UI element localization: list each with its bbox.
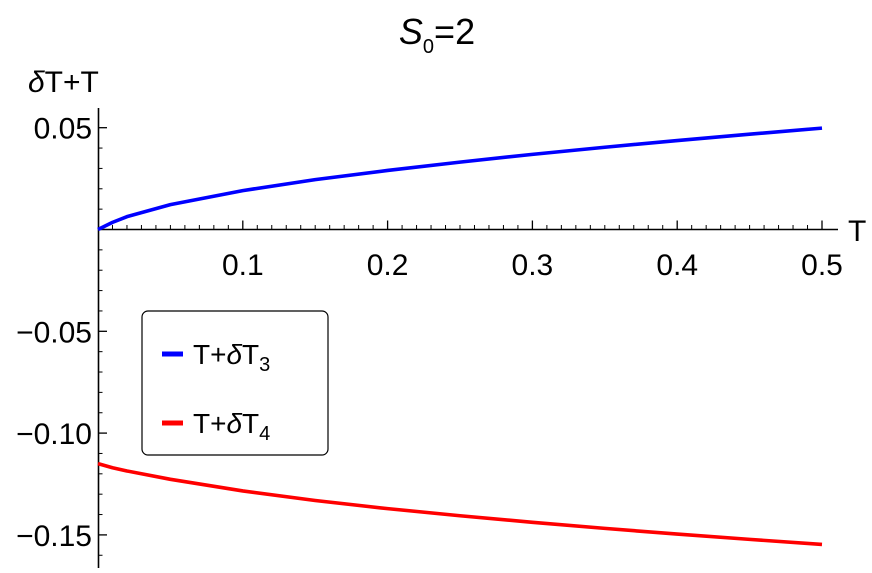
legend-box — [141, 310, 329, 456]
x-tick-label-0: 0.1 — [222, 249, 264, 282]
x-tick-label-4: 0.5 — [801, 249, 843, 282]
x-tick-label-1: 0.2 — [367, 249, 409, 282]
legend-label-2: T+δT4 — [193, 408, 270, 445]
x-tick-label-2: 0.3 — [512, 249, 554, 282]
legend: T+δT3 T+δT4 — [141, 310, 329, 456]
chart-title: S0=2 — [399, 11, 475, 58]
series-line-1 — [97, 126, 823, 232]
y-tick-label-2: −0.10 — [16, 418, 92, 451]
y-tick-label-1: −0.05 — [16, 316, 92, 349]
y-axis-label: δT+T — [28, 66, 99, 99]
x-axis-label: T — [848, 215, 866, 248]
y-tick-label-3: −0.15 — [16, 520, 92, 553]
y-tick-label-0: 0.05 — [34, 113, 92, 146]
legend-label-1: T+δT3 — [193, 339, 270, 376]
x-tick-label-3: 0.4 — [656, 249, 698, 282]
series-line-2 — [97, 461, 823, 547]
